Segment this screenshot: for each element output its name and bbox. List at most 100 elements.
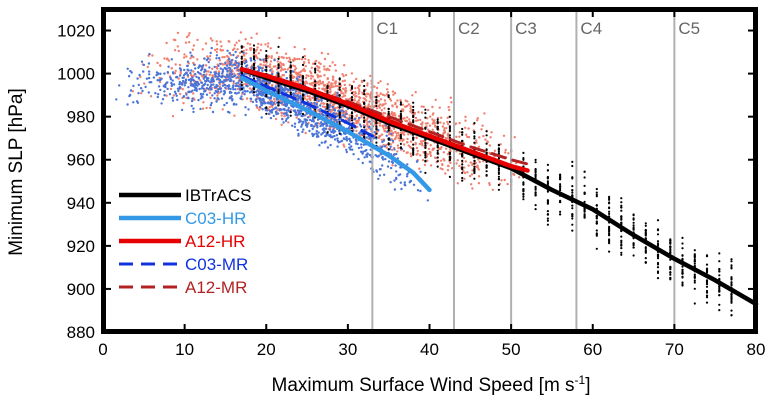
scatter-point: [399, 142, 402, 145]
scatter-point: [632, 242, 635, 245]
scatter-point: [136, 101, 140, 105]
scatter-point: [397, 114, 401, 118]
scatter-point: [534, 185, 537, 188]
scatter-point: [413, 113, 416, 116]
scatter-point: [316, 124, 319, 127]
scatter-point: [485, 166, 488, 169]
scatter-point: [216, 75, 219, 79]
scatter-point: [296, 57, 299, 61]
scatter-point: [396, 144, 400, 147]
scatter-point: [281, 118, 284, 121]
scatter-point: [215, 40, 218, 43]
scatter-point: [342, 74, 345, 78]
scatter-point: [248, 87, 252, 90]
scatter-point: [265, 59, 268, 62]
scatter-point: [343, 115, 347, 119]
scatter-point: [681, 254, 684, 257]
scatter-point: [443, 130, 447, 133]
scatter-point: [384, 157, 387, 161]
scatter-point: [219, 62, 222, 65]
scatter-point: [215, 43, 219, 46]
scatter-point: [163, 72, 166, 75]
scatter-point: [219, 87, 223, 90]
scatter-point: [302, 62, 306, 65]
scatter-point: [357, 100, 360, 103]
scatter-point: [286, 68, 289, 71]
scatter-point: [164, 85, 167, 89]
scatter-point: [436, 122, 439, 125]
scatter-point: [207, 57, 210, 60]
scatter-point: [331, 78, 335, 82]
scatter-point: [331, 105, 334, 109]
scatter-point: [284, 119, 288, 123]
scatter-point: [289, 58, 292, 61]
scatter-point: [394, 103, 397, 106]
scatter-point: [148, 73, 151, 76]
scatter-point: [224, 79, 227, 83]
scatter-point: [462, 169, 465, 173]
y-tick-label: 900: [67, 280, 95, 299]
scatter-point: [325, 124, 328, 128]
scatter-point: [208, 66, 211, 69]
scatter-point: [296, 94, 299, 97]
scatter-point: [620, 197, 623, 200]
scatter-point: [206, 77, 209, 80]
scatter-point: [350, 87, 354, 90]
scatter-point: [242, 54, 246, 57]
scatter-point: [448, 134, 451, 137]
scatter-point: [448, 108, 451, 112]
scatter-point: [656, 240, 660, 243]
scatter-point: [301, 77, 305, 80]
scatter-point: [301, 56, 305, 59]
scatter-point: [620, 204, 623, 207]
scatter-point: [271, 105, 274, 109]
scatter-point: [210, 46, 213, 50]
scatter-point: [380, 109, 383, 112]
scatter-point: [497, 177, 500, 181]
scatter-point: [390, 129, 393, 133]
scatter-point: [203, 57, 206, 60]
scatter-point: [254, 66, 257, 70]
scatter-point: [433, 122, 436, 125]
scatter-point: [681, 236, 684, 239]
scatter-point: [316, 80, 320, 84]
scatter-point: [418, 142, 422, 146]
scatter-point: [534, 194, 537, 197]
scatter-point: [184, 78, 188, 81]
scatter-point: [414, 116, 418, 120]
scatter-point: [323, 105, 326, 109]
scatter-point: [213, 48, 217, 52]
scatter-point: [244, 38, 247, 41]
scatter-point: [129, 93, 132, 97]
scatter-point: [477, 182, 481, 185]
scatter-point: [282, 56, 285, 59]
scatter-point: [140, 92, 143, 95]
scatter-point: [189, 84, 193, 87]
scatter-point: [336, 139, 339, 142]
scatter-point: [221, 84, 225, 88]
scatter-point: [412, 143, 415, 146]
scatter-point: [730, 264, 733, 267]
scatter-point: [366, 116, 370, 119]
scatter-point: [497, 188, 500, 191]
scatter-point: [177, 89, 180, 93]
scatter-point: [294, 80, 297, 83]
category-label-c4: C4: [580, 19, 602, 38]
scatter-point: [439, 147, 442, 151]
scatter-point: [261, 102, 264, 105]
scatter-point: [522, 182, 525, 185]
scatter-point: [397, 131, 400, 135]
scatter-point: [208, 58, 212, 61]
scatter-point: [207, 60, 210, 64]
scatter-point: [316, 118, 320, 121]
scatter-point: [340, 105, 343, 109]
scatter-point: [265, 54, 268, 57]
scatter-point: [279, 88, 283, 92]
y-axis-title: Minimum SLP [hPa]: [6, 88, 27, 256]
scatter-point: [333, 134, 336, 138]
scatter-point: [244, 90, 247, 93]
scatter-point: [595, 215, 598, 218]
scatter-point: [176, 98, 179, 102]
scatter-point: [267, 42, 270, 45]
scatter-point: [338, 88, 341, 91]
